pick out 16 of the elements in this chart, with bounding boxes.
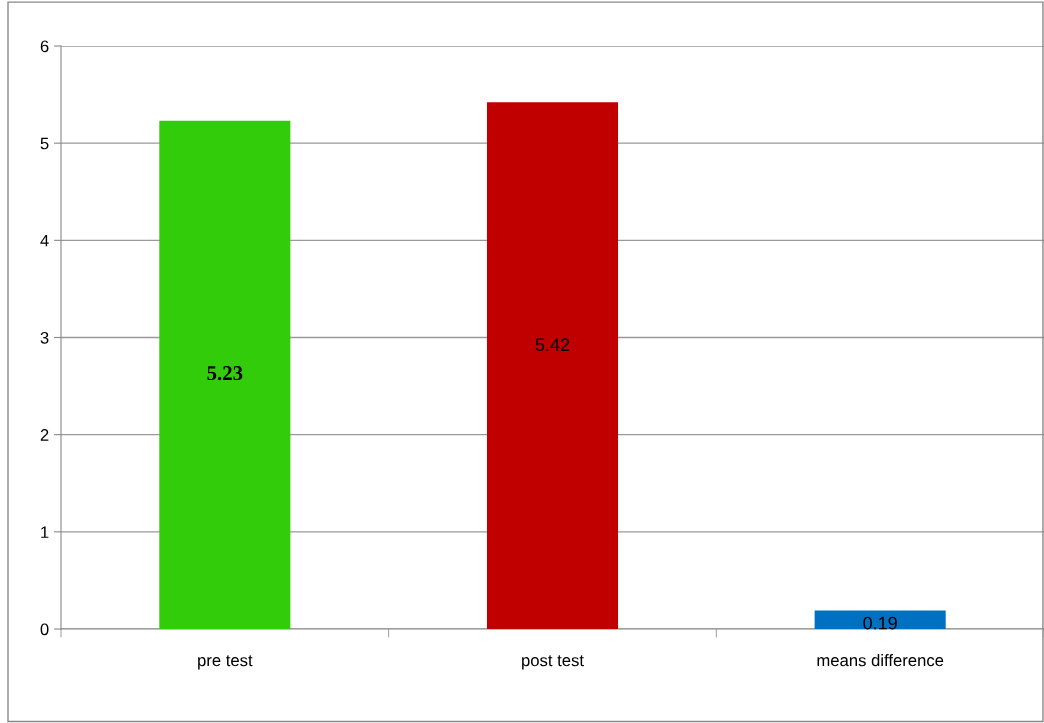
y-tick-label: 2 bbox=[40, 429, 49, 441]
bar bbox=[159, 120, 291, 629]
bar bbox=[814, 610, 946, 629]
data-label: 5.23 bbox=[207, 366, 243, 381]
y-tick-label: 6 bbox=[40, 40, 49, 53]
y-tick-label: 1 bbox=[41, 526, 49, 538]
bar bbox=[486, 102, 619, 629]
x-tick-label: pre test bbox=[198, 655, 253, 670]
y-tick-label: 0 bbox=[40, 623, 49, 636]
y-tick-label: 4 bbox=[40, 234, 49, 247]
y-tick-label: 3 bbox=[40, 331, 49, 344]
x-tick-label: post test bbox=[522, 655, 584, 670]
x-tick-label: means difference bbox=[817, 654, 944, 667]
data-label: 5.42 bbox=[535, 338, 570, 352]
data-label: 0.19 bbox=[863, 616, 897, 630]
y-tick-label: 5 bbox=[40, 137, 49, 150]
